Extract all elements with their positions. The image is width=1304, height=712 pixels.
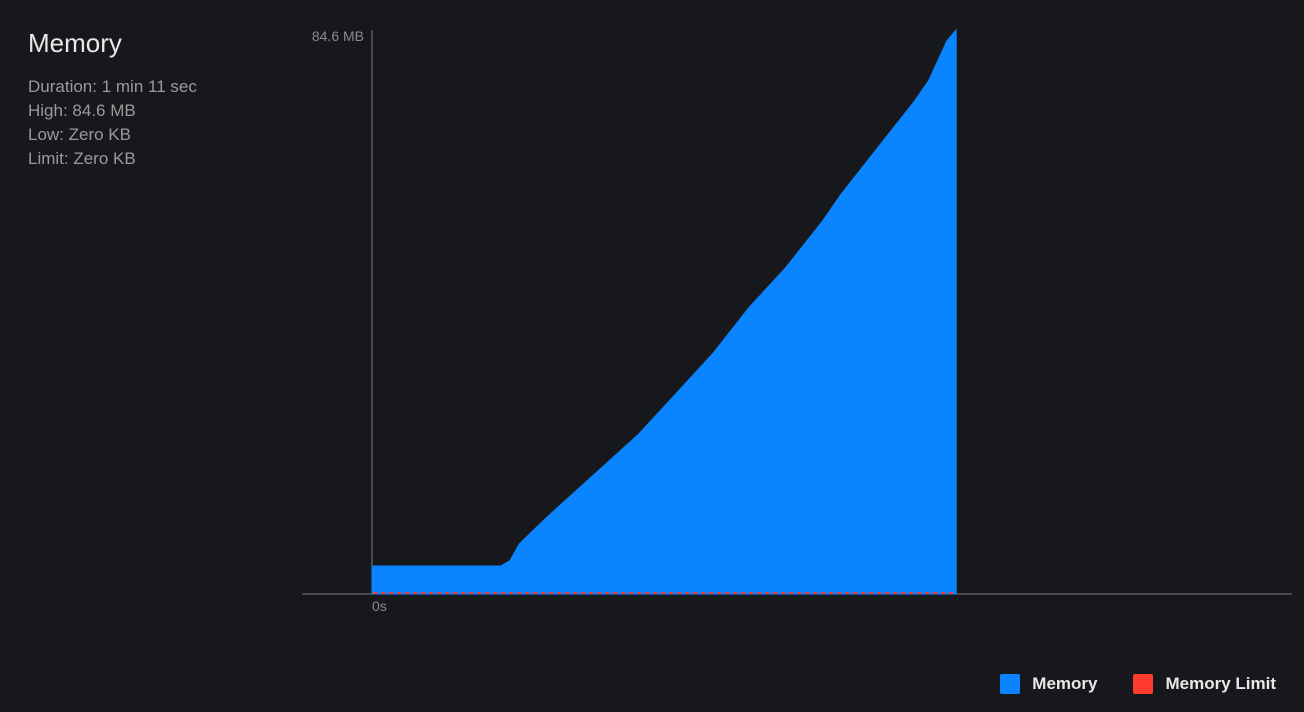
memory-chart xyxy=(0,0,1304,712)
y-axis-max-label: 84.6 MB xyxy=(312,28,364,44)
legend-label-memory: Memory xyxy=(1032,674,1097,694)
legend-item-memory: Memory xyxy=(1000,674,1097,694)
legend-swatch-memory-limit xyxy=(1133,674,1153,694)
legend-item-memory-limit: Memory Limit xyxy=(1133,674,1276,694)
legend-swatch-memory xyxy=(1000,674,1020,694)
legend-label-memory-limit: Memory Limit xyxy=(1165,674,1276,694)
x-axis-start-label: 0s xyxy=(372,598,387,614)
chart-legend: Memory Memory Limit xyxy=(1000,674,1276,694)
memory-chart-panel: Memory Duration: 1 min 11 sec High: 84.6… xyxy=(0,0,1304,712)
